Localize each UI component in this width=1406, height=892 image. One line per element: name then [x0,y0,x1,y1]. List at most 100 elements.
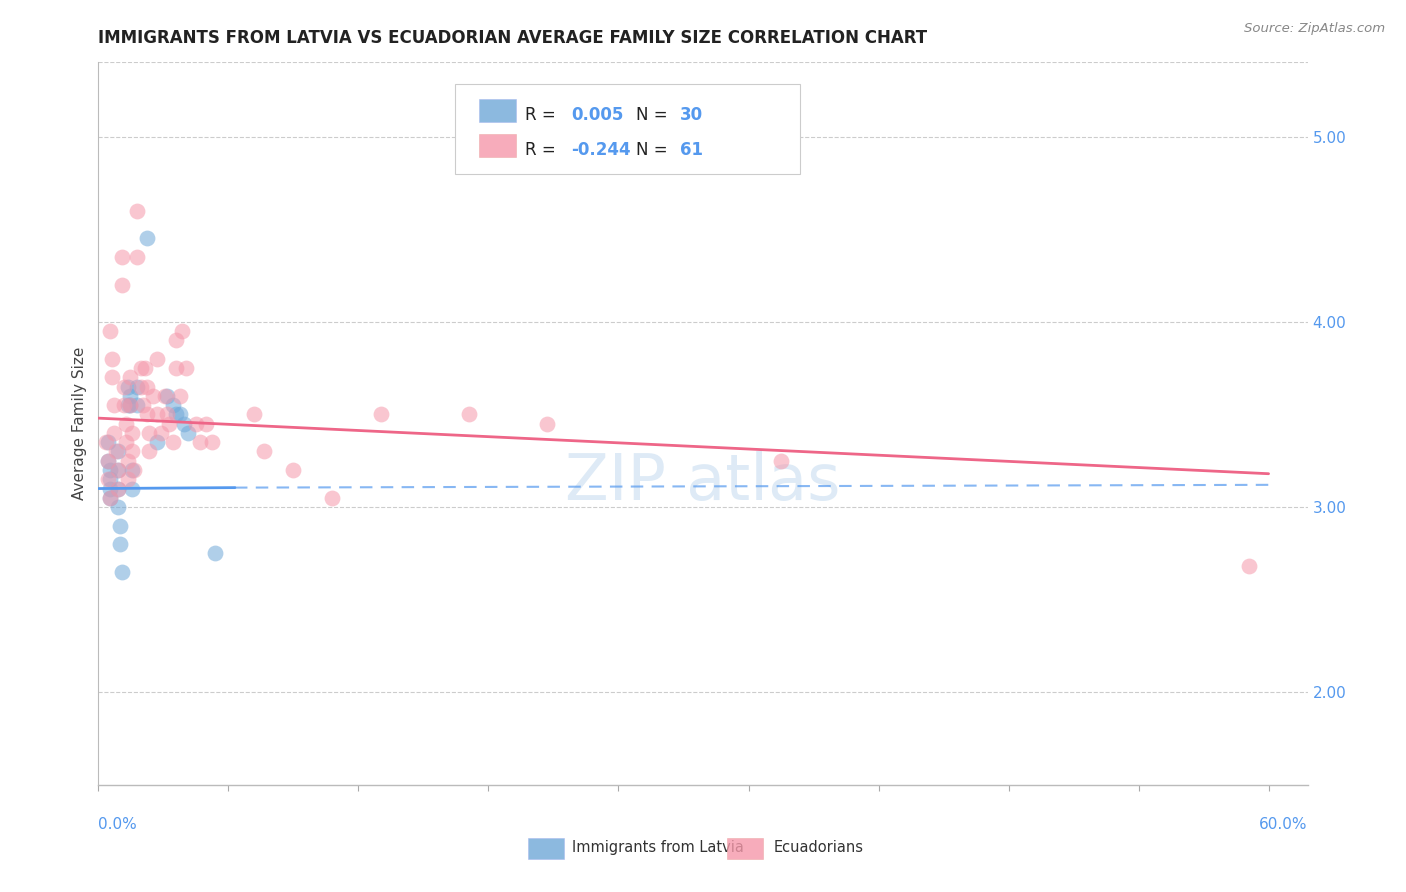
Text: 0.0%: 0.0% [98,817,138,832]
Point [111,250,134,264]
Point [118,398,141,412]
Point [117,379,139,393]
Point [121,482,143,496]
Point [103,425,125,440]
Point [122,463,145,477]
Point [536,417,558,431]
Text: N =: N = [637,106,673,124]
Point [243,408,266,422]
Point [157,417,180,431]
Point [177,425,200,440]
Text: R =: R = [526,141,561,159]
Point [165,408,187,422]
Point [204,546,226,560]
Point [114,417,136,431]
Point [253,444,276,458]
Bar [479,99,516,122]
Text: 0.005: 0.005 [571,106,624,124]
Text: -0.244: -0.244 [571,141,631,159]
Point [117,454,139,468]
Point [97,435,120,450]
Point [769,454,792,468]
Point [117,398,139,412]
Point [114,435,136,450]
Point [149,425,172,440]
Point [98,472,121,486]
Point [98,491,121,505]
Text: ZIP atlas: ZIP atlas [565,450,841,513]
Point [173,417,195,431]
Point [136,408,159,422]
Point [98,324,121,338]
Point [98,463,121,477]
Point [97,472,120,486]
Point [153,389,176,403]
Point [101,370,124,384]
Point [146,351,169,366]
Point [131,379,153,393]
Text: R =: R = [526,106,561,124]
Point [283,463,305,477]
Point [121,463,143,477]
Bar [479,134,516,157]
Point [117,472,139,486]
Point [174,361,197,376]
Point [112,379,135,393]
Text: Source: ZipAtlas.com: Source: ZipAtlas.com [1244,22,1385,36]
Point [118,389,141,403]
Point [134,361,156,376]
Point [156,389,179,403]
Point [156,408,179,422]
Point [101,351,124,366]
Point [188,435,211,450]
Point [458,408,481,422]
Point [121,444,143,458]
Y-axis label: Average Family Size: Average Family Size [72,347,87,500]
Point [200,435,222,450]
Bar [527,838,564,859]
Point [121,425,143,440]
Point [165,334,187,348]
Point [97,454,120,468]
Point [184,417,207,431]
Point [136,379,159,393]
Point [103,398,125,412]
Point [107,463,129,477]
Point [165,361,187,376]
Point [194,417,217,431]
Point [107,482,129,496]
Text: 60.0%: 60.0% [1260,817,1308,832]
Point [98,491,121,505]
Point [370,408,392,422]
Point [112,398,135,412]
Point [107,463,129,477]
Point [169,408,191,422]
Point [321,491,343,505]
Text: Ecuadorians: Ecuadorians [773,840,863,855]
Point [108,537,131,551]
Text: IMMIGRANTS FROM LATVIA VS ECUADORIAN AVERAGE FAMILY SIZE CORRELATION CHART: IMMIGRANTS FROM LATVIA VS ECUADORIAN AVE… [98,29,928,47]
Point [97,454,120,468]
Point [172,324,194,338]
Point [136,231,159,245]
Text: Immigrants from Latvia: Immigrants from Latvia [572,840,744,855]
Point [107,482,129,496]
Point [98,482,121,496]
Point [138,444,160,458]
Point [162,435,184,450]
Bar [727,838,763,859]
Point [127,203,149,218]
Point [111,277,134,292]
Point [108,518,131,533]
Point [146,408,169,422]
Point [169,389,191,403]
Point [127,379,149,393]
Point [142,389,165,403]
Point [1237,559,1260,574]
Point [162,398,184,412]
FancyBboxPatch shape [456,84,800,175]
Point [96,435,118,450]
Text: 61: 61 [681,141,703,159]
Point [127,398,149,412]
Point [146,435,169,450]
